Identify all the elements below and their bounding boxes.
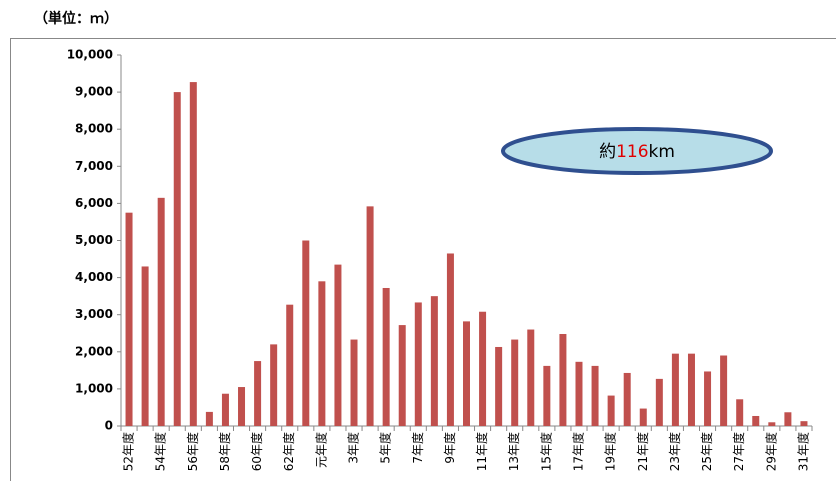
- x-tick-label: 15年度: [538, 432, 553, 471]
- x-tick-label: 9年度: [442, 432, 457, 464]
- bar: [655, 378, 663, 426]
- x-tick-label: 7年度: [410, 432, 425, 464]
- bar: [800, 421, 808, 426]
- x-tick-label: 62年度: [281, 432, 296, 471]
- bar: [414, 302, 422, 426]
- chart-frame: [10, 38, 836, 481]
- annotation-bubble: [501, 127, 773, 175]
- bar: [752, 415, 760, 426]
- bar: [768, 422, 776, 426]
- x-tick-label: 58年度: [217, 432, 232, 471]
- bar: [125, 212, 133, 426]
- annotation-value: 116: [616, 142, 648, 162]
- y-tick-label: 4,000: [75, 270, 113, 284]
- annotation-suffix: km: [649, 142, 675, 162]
- bar: [430, 296, 438, 426]
- bar: [687, 353, 695, 426]
- bar: [173, 92, 181, 426]
- x-tick-label: 56年度: [185, 432, 200, 471]
- y-tick-label: 6,000: [75, 196, 113, 210]
- bar: [238, 387, 246, 426]
- y-tick-label: 5,000: [75, 233, 113, 247]
- bar: [607, 395, 615, 426]
- bar: [736, 399, 744, 426]
- x-tick-label: 21年度: [635, 432, 650, 471]
- y-tick-label: 7,000: [75, 159, 113, 173]
- bar: [382, 287, 390, 426]
- x-tick-label: 54年度: [153, 432, 168, 471]
- bar: [704, 371, 712, 426]
- x-tick-label: 25年度: [699, 432, 714, 471]
- y-tick-label: 10,000: [67, 48, 113, 62]
- y-tick-label: 0: [105, 419, 113, 433]
- y-tick-label: 1,000: [75, 381, 113, 395]
- bar: [318, 281, 326, 426]
- bar: [334, 264, 342, 426]
- y-tick-label: 2,000: [75, 344, 113, 358]
- bar: [543, 365, 551, 426]
- annotation: 約116km: [599, 142, 675, 162]
- bar: [784, 412, 792, 426]
- bar: [479, 311, 487, 426]
- x-tick-label: 元年度: [313, 432, 328, 468]
- bar: [511, 339, 519, 426]
- bar: [254, 361, 262, 426]
- bar: [398, 325, 406, 426]
- bar: [575, 361, 583, 426]
- x-tick-label: 52年度: [121, 432, 136, 471]
- bar: [205, 411, 213, 426]
- bar: [189, 82, 197, 426]
- bar: [302, 240, 310, 426]
- bar: [720, 355, 728, 426]
- bar: [527, 329, 535, 426]
- x-tick-label: 31年度: [795, 432, 810, 471]
- bar: [591, 365, 599, 426]
- bar: [495, 346, 503, 426]
- bar: [446, 253, 454, 426]
- y-tick-label: 9,000: [75, 85, 113, 99]
- y-tick-label: 3,000: [75, 307, 113, 321]
- bar: [270, 344, 278, 426]
- x-tick-label: 17年度: [570, 432, 585, 471]
- x-tick-label: 11年度: [474, 432, 489, 471]
- x-tick-label: 60年度: [249, 432, 264, 471]
- y-tick-label: 8,000: [75, 122, 113, 136]
- x-tick-label: 3年度: [346, 432, 361, 464]
- unit-label: （単位：ｍ）: [34, 10, 118, 27]
- x-tick-label: 29年度: [763, 432, 778, 471]
- bar: [639, 408, 647, 426]
- bar: [141, 266, 149, 426]
- bar: [623, 372, 631, 426]
- bar: [366, 206, 374, 426]
- annotation-prefix: 約: [599, 142, 616, 162]
- bar: [463, 321, 470, 426]
- bar: [671, 353, 679, 426]
- x-tick-label: 5年度: [378, 432, 393, 464]
- bar: [157, 197, 165, 426]
- bar: [559, 333, 567, 426]
- bar: [286, 304, 294, 426]
- bar: [221, 393, 229, 426]
- bar: [350, 339, 358, 426]
- x-tick-label: 23年度: [667, 432, 682, 471]
- x-tick-label: 13年度: [506, 432, 521, 471]
- x-tick-label: 27年度: [731, 432, 746, 471]
- x-tick-label: 19年度: [603, 432, 618, 471]
